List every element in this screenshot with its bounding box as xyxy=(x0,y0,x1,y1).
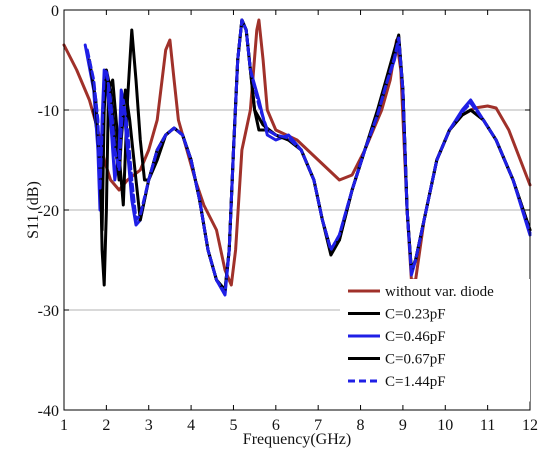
x-tick-label: 10 xyxy=(437,417,453,434)
tick-layer: 1 2 3 4 5 6 7 8 9 10 11 120-10-20-30-40 xyxy=(38,3,538,434)
y-tick-label: -30 xyxy=(38,303,59,320)
legend-box: without var. diode C=0.23pF C=0.46pF C=0.67… xyxy=(340,279,530,402)
x-tick-label: 12 xyxy=(522,417,538,434)
legend-label-5: C=1.44pF xyxy=(385,374,446,390)
legend-label-1: without var. diode xyxy=(385,284,494,300)
legend-label-2: C=0.23pF xyxy=(385,307,446,323)
x-tick-label: 2 xyxy=(102,417,110,434)
y-tick-label: -20 xyxy=(38,203,59,220)
x-tick-label: 9 xyxy=(399,417,407,434)
x-tick-label: 7 xyxy=(314,417,322,434)
legend-label-3: C=0.46pF xyxy=(385,329,446,345)
x-axis-label: Frequency(GHz) xyxy=(243,431,351,448)
x-tick-label: 3 xyxy=(145,417,153,434)
series-line-5 xyxy=(85,18,532,295)
x-tick-label: 5 xyxy=(229,417,237,434)
y-axis-label: S11 (dB) xyxy=(25,181,42,239)
y-tick-label: -10 xyxy=(38,103,59,120)
x-tick-label: 8 xyxy=(357,417,365,434)
legend-label-4: C=0.67pF xyxy=(385,352,446,368)
y-tick-label: 0 xyxy=(51,3,59,20)
x-tick-label: 11 xyxy=(480,417,495,434)
x-tick-label: 6 xyxy=(272,417,280,434)
y-tick-label: -40 xyxy=(38,403,59,420)
series-layer xyxy=(62,18,532,297)
x-tick-label: 1 xyxy=(60,417,68,434)
x-tick-label: 4 xyxy=(187,417,195,434)
